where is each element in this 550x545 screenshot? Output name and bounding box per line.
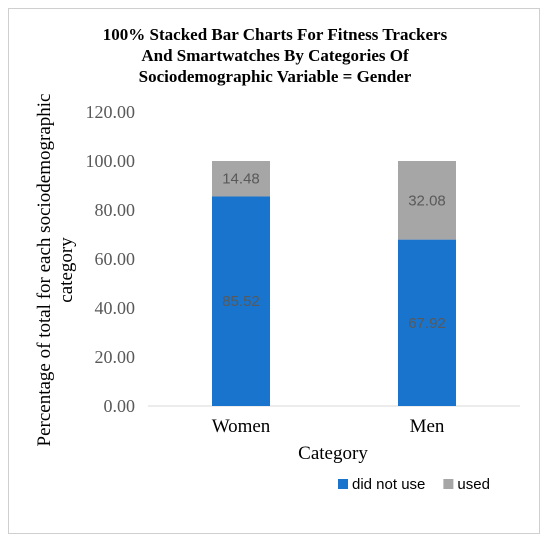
y-tick-label: 20.00 [95, 347, 136, 367]
legend-swatch [338, 479, 348, 489]
y-tick-label: 60.00 [95, 249, 136, 269]
chart-title-line-2: And Smartwatches By Categories Of [141, 46, 409, 65]
data-label: 85.52 [222, 293, 260, 310]
y-tick-label: 80.00 [95, 200, 136, 220]
data-label: 32.08 [408, 192, 446, 209]
legend-swatch [443, 479, 454, 489]
legend-label: used [457, 476, 490, 493]
bars [212, 161, 456, 406]
x-tick-label: Men [410, 416, 445, 437]
data-label: 14.48 [222, 171, 260, 188]
y-tick-label: 120.00 [86, 102, 136, 122]
bar-segment [212, 196, 270, 406]
category-labels: Women Men [212, 416, 445, 437]
chart-title-line-3: Sociodemographic Variable = Gender [139, 67, 412, 86]
y-axis-title-line-2: category [56, 237, 77, 303]
y-tick-label: 0.00 [104, 396, 136, 416]
y-axis-title: Percentage of total for each sociodemogr… [34, 94, 77, 447]
data-labels: 85.52 14.48 67.92 32.08 [222, 171, 446, 332]
y-axis-title-line-1: Percentage of total for each sociodemogr… [34, 94, 55, 447]
chart-title: 100% Stacked Bar Charts For Fitness Trac… [103, 25, 448, 86]
bar-segment [398, 239, 456, 406]
x-tick-label: Women [212, 416, 271, 437]
y-tick-label: 40.00 [95, 298, 136, 318]
data-label: 67.92 [408, 315, 446, 332]
bar-segment [398, 161, 456, 240]
legend-label: did not use [352, 476, 425, 493]
y-tick-label: 100.00 [86, 151, 136, 171]
y-axis-ticks: 0.00 20.00 40.00 60.00 80.00 100.00 120.00 [86, 102, 136, 416]
legend: did not use used [338, 476, 490, 493]
x-axis-title: Category [298, 443, 368, 464]
bar-segment [212, 161, 270, 197]
chart-title-line-1: 100% Stacked Bar Charts For Fitness Trac… [103, 25, 448, 44]
